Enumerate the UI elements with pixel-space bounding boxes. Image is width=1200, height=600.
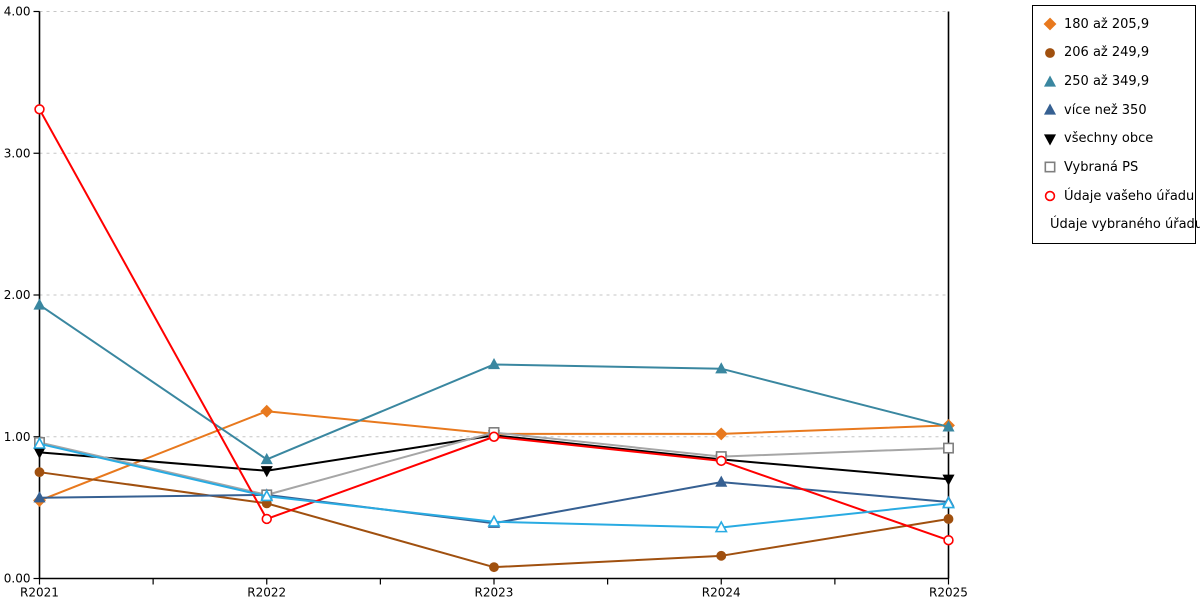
legend-item-label: 250 až 349,9 <box>1064 74 1150 90</box>
legend-square-icon <box>1044 161 1056 173</box>
square-marker <box>943 442 954 454</box>
y-tick-label: 0.00 <box>4 572 31 586</box>
circle-marker <box>1044 190 1056 202</box>
legend-item: Údaje vašeho úřadu <box>1043 184 1195 208</box>
series--daje-va-eho-adu <box>34 104 954 546</box>
legend-item-label: Údaje vašeho úřadu <box>1064 188 1195 204</box>
triangle-up-marker <box>260 489 274 502</box>
triangle-up-marker <box>941 496 956 509</box>
triangle-up-marker <box>32 436 47 449</box>
triangle-up-marker <box>1043 75 1057 87</box>
triangle-up-marker <box>487 514 501 527</box>
diamond-marker <box>1043 17 1057 31</box>
legend-item: 250 až 349,9 <box>1043 70 1195 94</box>
legend-triangle-down-icon <box>1043 134 1057 146</box>
circle-marker <box>943 514 954 524</box>
legend-item-label: více než 350 <box>1064 102 1147 118</box>
triangle-up-marker <box>715 362 728 374</box>
triangle-up-marker <box>1043 103 1057 115</box>
legend-item: 180 až 205,9 <box>1043 12 1195 36</box>
x-tick-label: R2023 <box>475 586 514 600</box>
series-line <box>38 410 950 502</box>
legend-circle-icon <box>1045 48 1055 58</box>
diamond-marker <box>260 404 274 418</box>
triangle-up-marker <box>714 520 728 533</box>
legend-item-label: všechny obce <box>1064 131 1154 147</box>
legend-triangle-up-icon <box>1043 103 1057 115</box>
series--daje-vybran-ho-adu <box>32 436 956 533</box>
triangle-up-marker <box>487 357 501 370</box>
legend-triangle-up-icon <box>1043 75 1057 87</box>
legend-item-label: Vybraná PS <box>1064 159 1139 175</box>
y-tick-label: 4.00 <box>4 5 31 19</box>
x-tick-label: R2024 <box>702 586 741 600</box>
circle-marker <box>489 562 499 573</box>
square-marker <box>1044 161 1056 173</box>
circle-marker <box>34 467 45 478</box>
triangle-down-marker <box>260 466 273 478</box>
triangle-up-marker <box>260 452 273 465</box>
y-tick-label: 2.00 <box>4 288 31 302</box>
y-axis: 0.00 1.00 2.00 3.00 4.00 <box>4 5 40 586</box>
triangle-up-marker <box>942 420 955 432</box>
legend-item: Údaje vybraného úřadu <box>1043 213 1200 237</box>
circle-marker <box>261 513 272 525</box>
legend-diamond-icon <box>1043 17 1057 31</box>
legend-item: více než 350 <box>1043 98 1195 122</box>
triangle-down-marker <box>942 474 955 486</box>
x-tick-label: R2022 <box>247 586 286 600</box>
triangle-up-marker <box>33 491 46 503</box>
gridlines <box>39 11 949 438</box>
x-tick-label: R2021 <box>20 586 59 600</box>
legend-item-label: 180 až 205,9 <box>1064 16 1150 32</box>
legend-circle-icon <box>1044 190 1056 202</box>
circle-marker <box>1045 48 1055 58</box>
legend-item: Vybraná PS <box>1043 155 1195 179</box>
triangle-down-marker <box>1043 134 1057 146</box>
circle-marker <box>716 455 727 467</box>
circle-marker <box>943 535 954 546</box>
y-tick-label: 1.00 <box>4 430 31 444</box>
legend-item: 206 až 249,9 <box>1043 41 1195 65</box>
legend-item: všechny obce <box>1043 127 1195 151</box>
x-axis: R2021 R2022 R2023 R2024 R2025 <box>20 578 968 600</box>
legend-item-label: 206 až 249,9 <box>1064 45 1150 61</box>
diamond-marker <box>714 427 728 441</box>
legend: 180 až 205,9 206 až 249,9 250 až 349,9 více… <box>1032 5 1200 244</box>
series-250-a-349-9 <box>33 298 955 465</box>
triangle-up-marker <box>33 298 46 310</box>
triangle-up-marker <box>715 475 728 487</box>
y-tick-label: 3.00 <box>4 146 31 160</box>
circle-marker <box>716 550 727 561</box>
circle-marker <box>34 104 45 115</box>
x-tick-label: R2025 <box>929 586 968 600</box>
circle-marker <box>488 431 500 442</box>
legend-item-label: Údaje vybraného úřadu <box>1050 217 1200 233</box>
